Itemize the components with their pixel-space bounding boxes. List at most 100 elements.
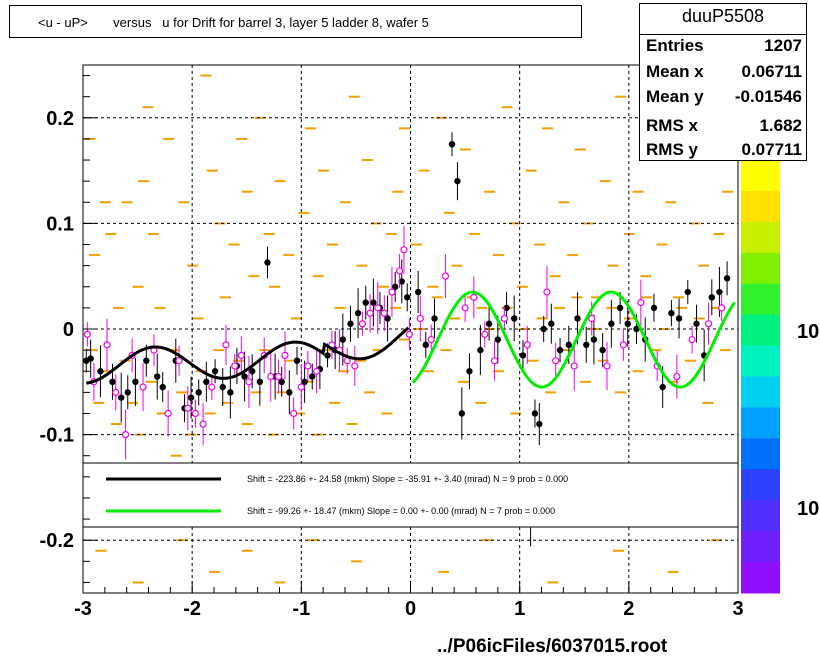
heat-cell	[607, 264, 619, 267]
heat-cell	[163, 137, 175, 140]
data-point	[466, 368, 473, 375]
heat-cell	[451, 264, 463, 267]
heat-cell	[356, 264, 368, 267]
heat-cell	[326, 243, 338, 246]
data-point	[211, 368, 219, 375]
heat-cell	[641, 296, 653, 299]
heat-cell	[312, 275, 324, 278]
color-palette	[741, 140, 780, 594]
heat-cell	[84, 137, 96, 140]
data-point-open	[588, 314, 596, 323]
heat-cell	[719, 349, 731, 352]
data-point	[159, 383, 166, 391]
data-point-open	[139, 383, 147, 391]
data-point	[708, 294, 715, 301]
data-point	[124, 389, 131, 396]
heat-cell	[250, 391, 262, 394]
heat-cell	[121, 201, 133, 204]
data-point	[458, 410, 466, 417]
data-point-open	[121, 431, 130, 439]
heat-cell	[398, 127, 410, 130]
data-point	[109, 378, 116, 385]
data-point	[392, 283, 399, 290]
heat-cell	[431, 296, 443, 299]
heat-cell	[214, 222, 226, 225]
data-point	[583, 341, 590, 349]
data-point-open	[313, 367, 321, 375]
heat-cell	[88, 254, 100, 257]
data-point	[241, 373, 248, 380]
data-point	[404, 294, 411, 301]
heat-cell	[95, 549, 107, 552]
stat-value: -0.01546	[734, 87, 802, 106]
heat-cell	[492, 370, 504, 373]
stats-box: duuP5508 Entries 1207 Mean x 0.06711 Mea…	[639, 3, 807, 161]
stats-divider	[640, 34, 806, 35]
heat-cell	[127, 401, 139, 404]
data-point-open	[297, 383, 305, 391]
heat-cell	[722, 190, 734, 193]
heat-cell	[105, 232, 117, 235]
heat-cell	[516, 285, 528, 288]
heat-cell	[632, 190, 644, 193]
heat-cell	[241, 549, 253, 552]
y-tick-label: 0.2	[46, 108, 74, 130]
heat-cell	[340, 201, 351, 204]
heat-cell	[632, 370, 644, 373]
heat-cell	[219, 296, 231, 299]
heat-cell	[334, 306, 346, 309]
palette-band	[741, 160, 780, 192]
heat-cell	[492, 254, 504, 257]
heat-cell	[509, 222, 521, 225]
heat-cell	[320, 349, 332, 352]
data-points	[83, 132, 731, 547]
heat-cell	[571, 296, 583, 299]
data-point-open	[603, 362, 611, 370]
x-tick-label: 3	[732, 598, 743, 620]
heat-cell	[711, 539, 723, 542]
heat-cell	[693, 317, 705, 320]
palette-band	[741, 190, 780, 223]
data-point	[536, 420, 543, 428]
data-point	[723, 275, 731, 282]
heat-cell	[689, 222, 701, 225]
data-point	[503, 304, 510, 312]
heat-cell	[241, 423, 253, 426]
heat-cell	[204, 412, 216, 415]
data-point	[485, 320, 493, 327]
y-tick-label: 0.1	[46, 213, 74, 235]
heat-cell	[213, 349, 225, 352]
data-point	[616, 304, 624, 312]
heat-cell	[378, 285, 390, 288]
data-point	[675, 315, 683, 322]
palette-band	[741, 469, 780, 501]
data-point	[540, 325, 547, 333]
heat-cell	[599, 180, 611, 183]
x-tick-label: 2	[623, 598, 634, 620]
heat-cell	[381, 412, 393, 415]
palette-band	[741, 407, 780, 439]
source-file-label: ../P06icFiles/6037015.root	[437, 636, 668, 657]
heat-cell	[640, 275, 652, 278]
data-point-open	[245, 378, 253, 386]
heat-cell	[274, 180, 286, 183]
stat-value: 0.07711	[741, 140, 802, 159]
data-point-open	[619, 341, 627, 349]
data-point	[659, 383, 666, 391]
stat-label: RMS x	[646, 116, 698, 135]
data-point	[414, 288, 422, 296]
heat-cell	[422, 370, 434, 373]
palette-band	[741, 376, 780, 408]
y-tick-label: -0.1	[40, 425, 74, 447]
heat-cell	[468, 232, 480, 235]
heat-cell	[702, 401, 714, 404]
data-point	[511, 315, 518, 322]
stat-value: 1207	[764, 36, 802, 55]
data-point	[195, 389, 202, 396]
data-point-open	[388, 288, 396, 296]
heat-cell	[206, 169, 218, 172]
stat-label: Mean y	[646, 87, 704, 106]
data-point	[431, 315, 438, 322]
heat-cell	[283, 254, 295, 257]
